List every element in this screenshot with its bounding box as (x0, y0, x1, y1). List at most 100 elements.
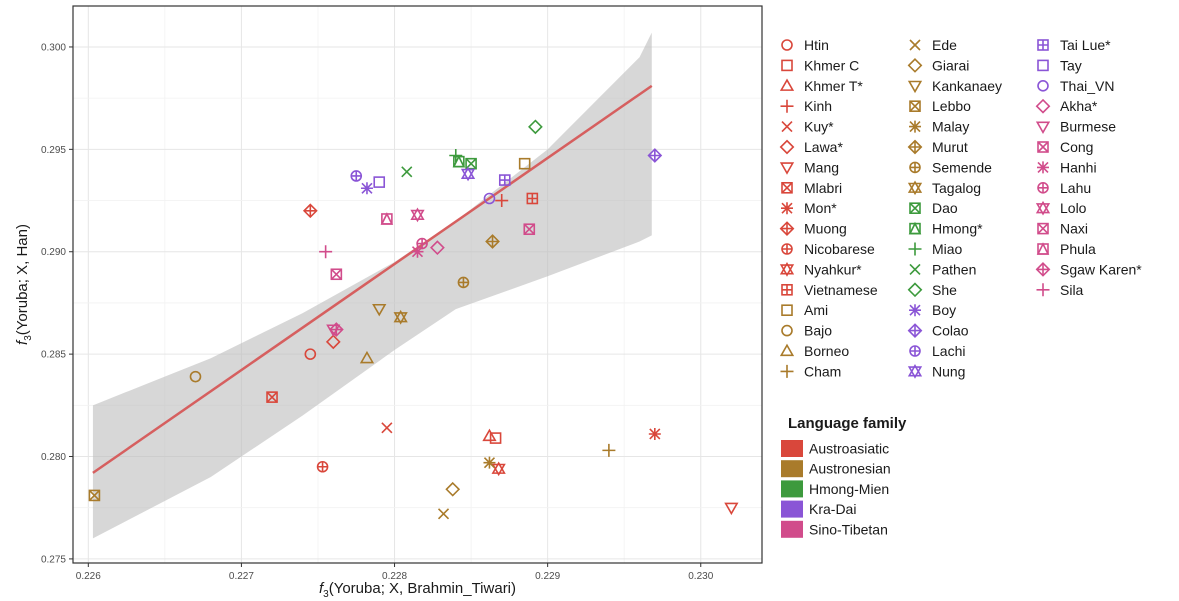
x-tick-label: 0.227 (229, 571, 254, 582)
legend-item-tay: Tay (1037, 57, 1082, 73)
family-swatch (781, 500, 803, 518)
point-tai-lue (498, 174, 511, 186)
legend-item-khmer-c: Khmer C (781, 57, 859, 73)
point-kankanaey (372, 303, 387, 317)
point-htin (304, 348, 317, 360)
legend-item-cong: Cong (1037, 139, 1093, 155)
point-ami (518, 157, 531, 170)
legend-key-thai-vn (1037, 80, 1049, 92)
x-tick-label: 0.229 (535, 571, 560, 582)
point-mang (724, 502, 739, 516)
x-axis-title: f3(Yoruba; X, Brahmin_Tiwari) (319, 580, 516, 600)
family-label: Austroasiatic (809, 441, 889, 457)
legend-key-lebbo (909, 100, 921, 112)
legend-label: Nicobarese (804, 241, 875, 257)
legend-key-bajo (781, 324, 793, 337)
legend-item-tai-lue: Tai Lue* (1037, 37, 1111, 53)
legend-key-lahu (1037, 182, 1049, 194)
point-kuy (381, 422, 393, 434)
family-label: Sino-Tibetan (809, 521, 888, 537)
legend-label: Semende (932, 159, 992, 175)
legend-key-tai-lue (1037, 39, 1049, 51)
point-lahu (416, 237, 428, 250)
legend-item-giarai: Giarai (907, 57, 969, 73)
legend-key-nung (907, 364, 923, 379)
legend-key-boy (909, 304, 921, 317)
point-mon (648, 427, 661, 440)
legend-label: Colao (932, 323, 969, 339)
legend-item-kankanaey: Kankanaey (907, 78, 1002, 94)
y-tick-label: 0.300 (41, 42, 66, 53)
legend-key-kinh (780, 99, 794, 113)
point-semende (457, 276, 470, 289)
x-tick-label: 0.226 (76, 571, 101, 582)
legend-item-lebbo: Lebbo (909, 98, 971, 114)
legend-label: Giarai (932, 57, 969, 73)
point-nung (460, 166, 476, 182)
y-axis-title: f3(Yoruba; X, Han) (14, 224, 34, 345)
point-tay (373, 176, 386, 188)
legend-label: Miao (932, 241, 963, 257)
legend-key-miao (908, 242, 922, 256)
legend-label: Tai Lue* (1060, 37, 1111, 53)
plot-area (72, 5, 763, 564)
legend-item-nicobarese: Nicobarese (781, 241, 875, 257)
legend-item-thai-vn: Thai_VN (1037, 78, 1114, 94)
legend-label: Lolo (1060, 200, 1087, 216)
point-vietnamese (526, 192, 539, 205)
legend-label: Ami (804, 302, 828, 318)
legend-key-pathen (909, 263, 921, 275)
legend-item-lahu: Lahu (1037, 180, 1091, 196)
legend-item-lawa: Lawa* (779, 139, 843, 155)
legend-key-ami (781, 304, 793, 317)
y-tick-label: 0.275 (41, 554, 66, 565)
legend-item-khmer-t: Khmer T* (779, 78, 863, 94)
point-khmer-c (489, 432, 502, 444)
legend-key-dao (909, 202, 921, 214)
panel-border (72, 5, 763, 564)
point-sgaw-karen (328, 322, 344, 337)
legend-key-tay (1037, 59, 1049, 72)
legend-key-semende (909, 161, 921, 174)
point-cham (602, 443, 616, 457)
legend-label: Ede (932, 37, 957, 53)
point-naxi (523, 223, 536, 236)
legend-key-khmer-c (781, 59, 793, 72)
legend-key-phula (1036, 242, 1050, 255)
point-akha (430, 240, 445, 256)
point-muong (302, 203, 318, 219)
legend-item-bajo: Bajo (781, 323, 832, 339)
legend-label: Bajo (804, 323, 832, 339)
point-nyahkur (491, 461, 506, 477)
point-murut (485, 234, 500, 249)
legend-item-nung: Nung (907, 363, 965, 379)
legend-label: Muong (804, 221, 847, 237)
point-ede (437, 508, 450, 520)
legend-key-malay (909, 120, 921, 133)
legend-key-sgaw-karen (1035, 262, 1051, 277)
legend-label: Sila (1060, 282, 1084, 298)
x-tick-label: 0.228 (382, 571, 407, 582)
legend-label: Htin (804, 37, 829, 53)
legend-label: Cong (1060, 139, 1093, 155)
legend-key-lachi (909, 345, 921, 357)
legend-label: Akha* (1060, 98, 1098, 114)
family-label: Hmong-Mien (809, 481, 889, 497)
legend-label: Mlabri (804, 180, 842, 196)
y-tick-label: 0.280 (41, 452, 66, 463)
legend-item-vietnamese: Vietnamese (781, 282, 878, 298)
legend-label: Kankanaey (932, 78, 1002, 94)
y-tick-label: 0.295 (41, 145, 66, 156)
family-label: Austronesian (809, 461, 891, 477)
legend-item-lolo: Lolo (1035, 200, 1087, 216)
legend-item-ede: Ede (909, 37, 957, 53)
legend-item-kuy: Kuy* (781, 119, 834, 135)
legend-item-phula: Phula (1036, 241, 1096, 257)
legend-item-ami: Ami (781, 302, 828, 318)
point-thai-vn (483, 192, 496, 205)
x-axis: 0.226 0.227 0.228 0.229 0.230 f3(Yoruba; X, B… (76, 563, 714, 600)
legend-key-giarai (907, 58, 923, 73)
legend-key-nicobarese (781, 243, 793, 255)
legend-item-she: She (907, 282, 957, 298)
legend-label: Sgaw Karen* (1060, 261, 1142, 277)
